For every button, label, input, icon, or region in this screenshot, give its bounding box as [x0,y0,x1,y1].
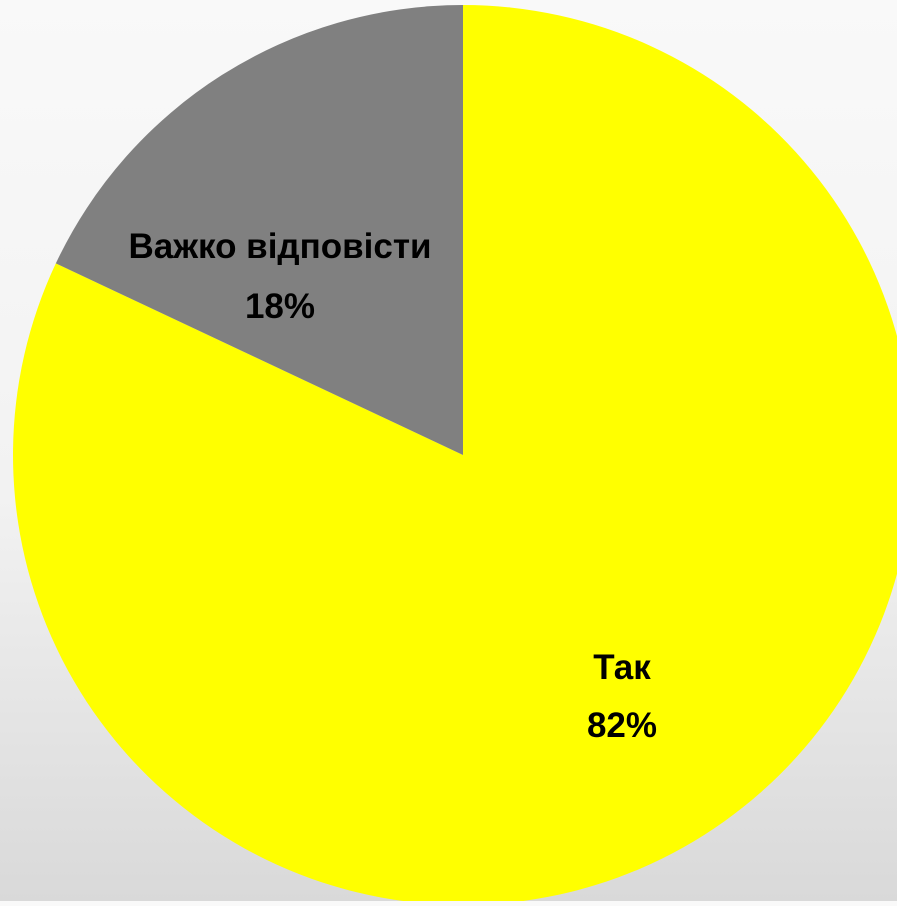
slice-value-hard-to-answer: 18% [245,287,315,326]
slice-label-hard-to-answer: Важко відповісти [128,227,431,266]
pie-slices [13,5,897,905]
slice-tak [13,5,897,905]
slice-label-tak: Так [593,648,651,687]
pie-data-labels: Так 82% Важко відповісти 18% [128,227,657,745]
slice-hard-to-answer [55,5,464,455]
slice-value-tak: 82% [587,706,657,745]
